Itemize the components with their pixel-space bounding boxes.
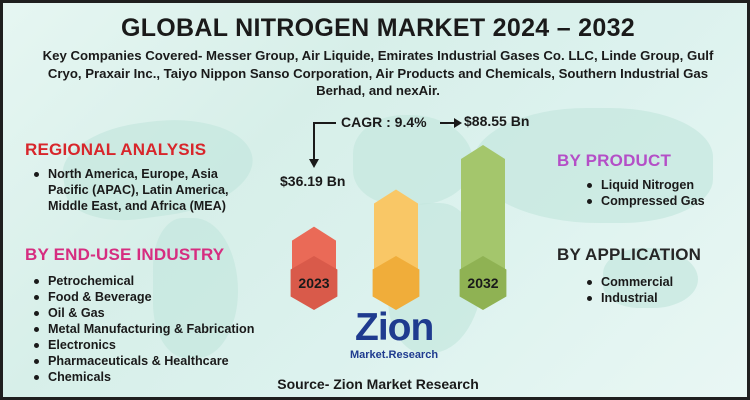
- map-asia: [473, 108, 713, 223]
- list-item: Oil & Gas: [30, 305, 290, 321]
- bar-chart: 2023 2032: [290, 118, 507, 310]
- list-item: Commercial: [583, 274, 743, 290]
- list-item: North America, Europe, Asia Pacific (APA…: [30, 166, 255, 214]
- list-item: Petrochemical: [30, 273, 290, 289]
- bar-2032: [461, 145, 505, 283]
- page-title: GLOBAL NITROGEN MARKET 2024 – 2032: [120, 14, 636, 42]
- map-australia: [603, 248, 698, 308]
- key-companies-text: Key Companies Covered- Messer Group, Air…: [42, 48, 714, 98]
- hexagon-base-2032: [459, 256, 507, 310]
- list-item: Liquid Nitrogen: [583, 177, 743, 193]
- list-item: Compressed Gas: [583, 193, 743, 209]
- list-item: Electronics: [30, 337, 290, 353]
- year-label-2032: 2032: [467, 275, 498, 291]
- by-application-heading: BY APPLICATION: [557, 245, 702, 264]
- list-item: Metal Manufacturing & Fabrication: [30, 321, 290, 337]
- regional-analysis-heading: REGIONAL ANALYSIS: [25, 140, 207, 159]
- list-item: Food & Beverage: [30, 289, 290, 305]
- end-use-list: Petrochemical Food & Beverage Oil & Gas …: [30, 273, 290, 385]
- value-label-2032: $88.55 Bn: [464, 113, 530, 129]
- by-product-heading: BY PRODUCT: [557, 151, 672, 170]
- zion-logo: Zion: [355, 306, 434, 349]
- list-item: Industrial: [583, 290, 743, 306]
- source-text: Source- Zion Market Research: [277, 376, 479, 392]
- arrow-head-icon: [309, 159, 319, 168]
- arrow-head-icon: [454, 118, 462, 128]
- value-label-2023: $36.19 Bn: [280, 173, 346, 189]
- product-list: Liquid Nitrogen Compressed Gas: [583, 177, 743, 209]
- cagr-arrow-down: [313, 122, 336, 161]
- map-europe: [353, 115, 473, 205]
- hexagon-base-2023: [290, 256, 338, 310]
- map-south-america: [153, 218, 238, 358]
- application-list: Commercial Industrial: [583, 274, 743, 306]
- year-label-2023: 2023: [298, 275, 329, 291]
- cagr-label: CAGR : 9.4%: [341, 114, 427, 130]
- hexagon-base-middle: [372, 256, 420, 310]
- zion-logo-tagline: Market.Research: [350, 349, 439, 361]
- bar-middle: [374, 189, 418, 283]
- list-item: Chemicals: [30, 369, 290, 385]
- end-use-heading: BY END-USE INDUSTRY: [25, 245, 225, 264]
- regional-list: North America, Europe, Asia Pacific (APA…: [30, 166, 255, 214]
- list-item: Pharmaceuticals & Healthcare: [30, 353, 290, 369]
